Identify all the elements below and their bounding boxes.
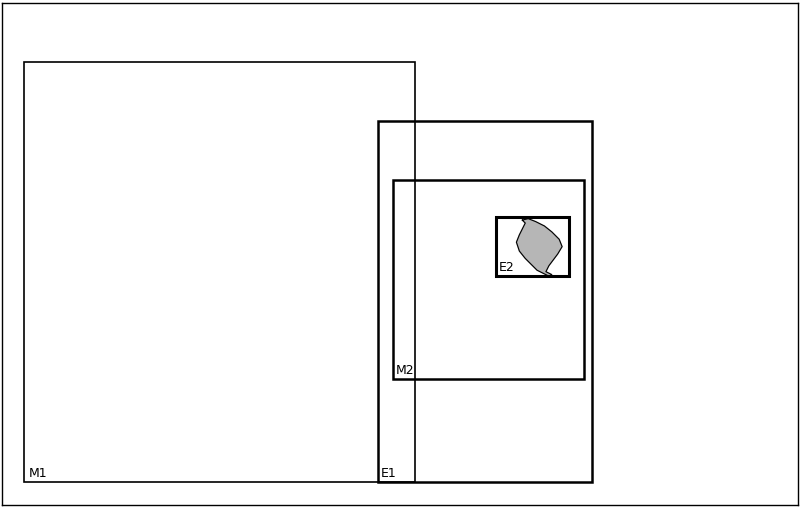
Text: E2: E2 — [498, 261, 514, 274]
Text: E1: E1 — [381, 467, 397, 479]
Bar — [496, 218, 570, 276]
Bar — [24, 63, 414, 483]
Bar — [378, 122, 591, 483]
Text: M2: M2 — [395, 363, 414, 377]
Polygon shape — [517, 219, 562, 276]
Bar — [393, 181, 584, 380]
Text: M1: M1 — [29, 467, 47, 479]
